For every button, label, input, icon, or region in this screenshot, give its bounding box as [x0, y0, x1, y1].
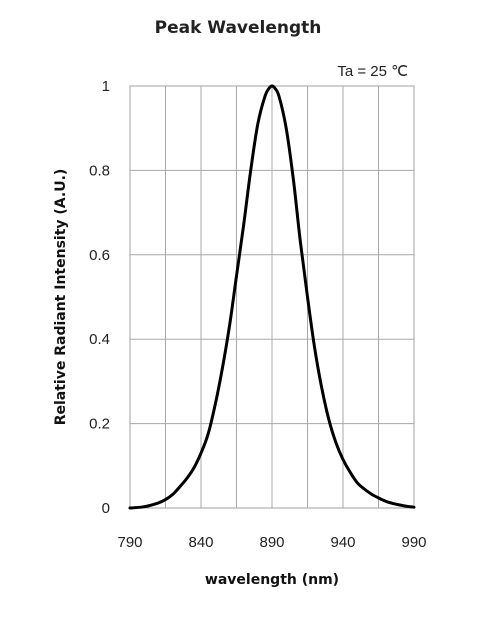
y-tick-label: 0.6 [89, 247, 110, 264]
x-tick-label: 990 [401, 534, 426, 551]
y-tick-label: 0 [102, 500, 110, 517]
chart-title: Peak Wavelength [155, 18, 322, 38]
grid [130, 86, 414, 508]
y-tick-label: 0.4 [89, 331, 110, 348]
x-axis-label: wavelength (nm) [205, 572, 339, 588]
y-tick-label: 1 [102, 78, 110, 95]
x-tick-label: 790 [117, 534, 142, 551]
y-axis-label: Relative Radiant Intensity (A.U.) [53, 169, 69, 426]
x-tick-label: 890 [259, 534, 284, 551]
y-tick-label: 0.2 [89, 416, 110, 433]
series-line [128, 84, 416, 510]
x-tick-labels: 790 840 890 940 990 [117, 534, 426, 551]
x-tick-label: 840 [188, 534, 213, 551]
y-tick-label: 0.8 [89, 162, 110, 179]
x-tick-label: 940 [330, 534, 355, 551]
temperature-annotation: Ta = 25 ℃ [337, 63, 408, 80]
y-tick-labels: 0 0.2 0.4 0.6 0.8 1 [89, 78, 110, 517]
